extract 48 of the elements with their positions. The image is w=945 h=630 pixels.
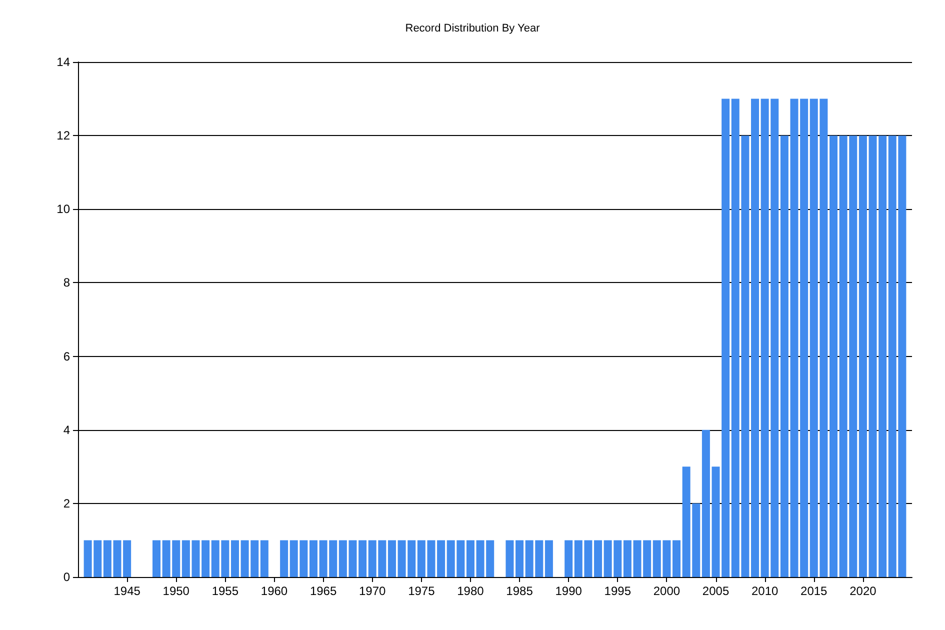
bar: [388, 540, 396, 577]
bar: [506, 540, 514, 577]
bar: [858, 136, 867, 577]
bar: [230, 540, 239, 577]
y-tick-label: 0: [63, 570, 70, 584]
bar: [437, 540, 446, 577]
x-tick-label: 1990: [555, 584, 582, 598]
bar: [309, 540, 318, 577]
bar: [152, 540, 160, 577]
x-tick-label: 2005: [702, 584, 730, 598]
bar: [623, 540, 632, 577]
x-tick-label: 1955: [212, 584, 239, 598]
x-tick-label: 2010: [751, 584, 778, 598]
x-tick-label: 1965: [310, 584, 337, 598]
x-tick-label: 1995: [604, 584, 632, 598]
y-tick-label: 14: [56, 55, 70, 69]
bar: [466, 540, 474, 577]
bar: [594, 540, 602, 577]
bar: [564, 540, 573, 577]
bar: [830, 136, 838, 577]
y-tick-label: 6: [63, 349, 70, 364]
y-tick-label: 4: [63, 422, 70, 437]
bar: [202, 540, 210, 577]
bar: [123, 540, 132, 577]
x-tick-label: 2000: [653, 584, 680, 598]
bar: [751, 98, 760, 577]
x-tick-label: 2020: [850, 584, 877, 598]
x-tick-label: 1945: [114, 584, 141, 598]
x-tick-label: 1970: [359, 584, 386, 598]
bar: [280, 540, 288, 577]
bar: [260, 540, 268, 577]
x-tick-label: 1960: [260, 584, 288, 598]
x-tick-label: 2015: [800, 584, 828, 598]
x-tick-label: 1950: [162, 584, 190, 598]
x-tick-label: 1985: [506, 584, 534, 598]
y-tick-label: 2: [63, 496, 70, 510]
y-tick-label: 10: [56, 202, 70, 216]
y-tick-label: 12: [56, 128, 70, 143]
bar: [358, 540, 367, 577]
x-tick-label: 1980: [457, 584, 484, 598]
chart-title: Record Distribution By Year: [405, 22, 540, 34]
bar: [544, 540, 553, 577]
y-tick-label: 8: [63, 276, 70, 290]
bar: [702, 430, 710, 577]
bar: [516, 540, 524, 577]
bar: [672, 540, 681, 577]
bar: [780, 136, 788, 577]
x-tick-label: 1975: [408, 584, 436, 598]
